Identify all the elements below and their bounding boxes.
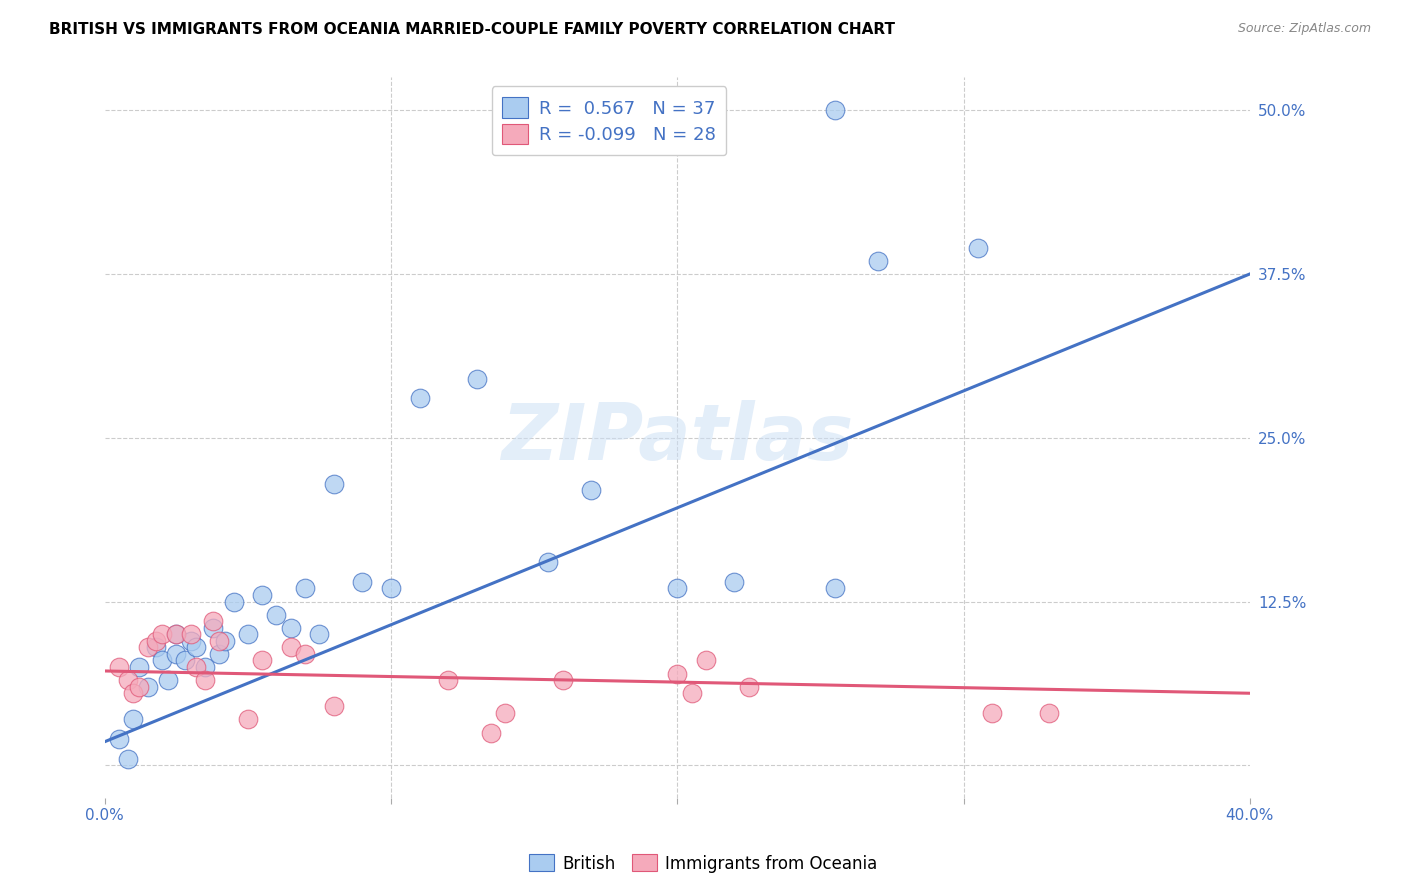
Point <box>465 372 488 386</box>
Point <box>666 582 689 596</box>
Point <box>128 680 150 694</box>
Text: ZIPatlas: ZIPatlas <box>501 400 853 475</box>
Point <box>165 647 187 661</box>
Point <box>695 653 717 667</box>
Point <box>145 633 167 648</box>
Point <box>236 627 259 641</box>
Point <box>294 647 316 661</box>
Point <box>136 640 159 655</box>
Point <box>250 653 273 667</box>
Point <box>165 627 187 641</box>
Point <box>122 713 145 727</box>
Point <box>266 607 288 622</box>
Point <box>380 582 402 596</box>
Point <box>236 713 259 727</box>
Point <box>122 686 145 700</box>
Point <box>150 653 173 667</box>
Point <box>495 706 517 720</box>
Point <box>117 752 139 766</box>
Point <box>186 660 208 674</box>
Point <box>194 660 217 674</box>
Point <box>150 627 173 641</box>
Point <box>824 103 846 118</box>
Point <box>180 627 202 641</box>
Point <box>180 633 202 648</box>
Point <box>250 588 273 602</box>
Point <box>666 666 689 681</box>
Point <box>551 673 574 687</box>
Point <box>208 633 231 648</box>
Point <box>280 640 302 655</box>
Point <box>738 680 761 694</box>
Point <box>165 627 187 641</box>
Point <box>723 574 745 589</box>
Point <box>1038 706 1060 720</box>
Point <box>173 653 195 667</box>
Point <box>537 555 560 569</box>
Point <box>202 614 225 628</box>
Point <box>156 673 179 687</box>
Point <box>194 673 217 687</box>
Point <box>214 633 236 648</box>
Point <box>352 574 374 589</box>
Point <box>108 660 131 674</box>
Point <box>202 621 225 635</box>
Point <box>145 640 167 655</box>
Point <box>136 680 159 694</box>
Text: Source: ZipAtlas.com: Source: ZipAtlas.com <box>1237 22 1371 36</box>
Point <box>581 483 603 498</box>
Point <box>186 640 208 655</box>
Point <box>479 725 502 739</box>
Legend: British, Immigrants from Oceania: British, Immigrants from Oceania <box>522 847 884 880</box>
Point <box>280 621 302 635</box>
Point <box>308 627 330 641</box>
Point <box>981 706 1004 720</box>
Point <box>681 686 703 700</box>
Point <box>866 253 889 268</box>
Point <box>208 647 231 661</box>
Point <box>437 673 460 687</box>
Point <box>322 476 344 491</box>
Point <box>408 392 430 406</box>
Point <box>294 582 316 596</box>
Point <box>128 660 150 674</box>
Point <box>117 673 139 687</box>
Point <box>108 732 131 747</box>
Point <box>966 241 988 255</box>
Point <box>222 594 245 608</box>
Point <box>322 699 344 714</box>
Legend: R =  0.567   N = 37, R = -0.099   N = 28: R = 0.567 N = 37, R = -0.099 N = 28 <box>492 87 727 155</box>
Text: BRITISH VS IMMIGRANTS FROM OCEANIA MARRIED-COUPLE FAMILY POVERTY CORRELATION CHA: BRITISH VS IMMIGRANTS FROM OCEANIA MARRI… <box>49 22 896 37</box>
Point <box>824 582 846 596</box>
